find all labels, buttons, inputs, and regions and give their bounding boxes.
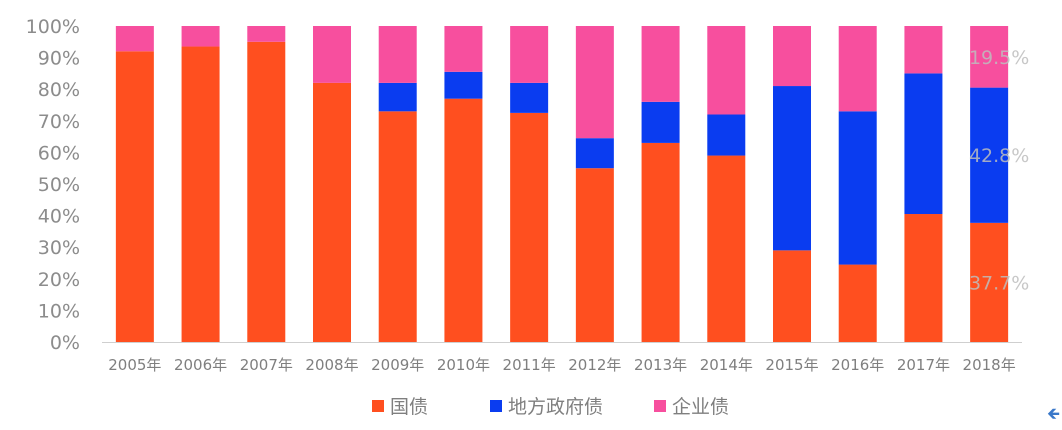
x-tick-label: 2005年 <box>108 356 161 374</box>
y-tick-label: 80% <box>38 79 80 101</box>
bar-segment-1 <box>773 250 811 342</box>
bar-segment-3 <box>773 26 811 87</box>
bar-segment-3 <box>575 26 614 139</box>
legend-swatch <box>490 400 502 412</box>
bar-segment-1 <box>115 51 154 342</box>
x-tick-label: 2012年 <box>568 356 621 374</box>
bar-segment-1 <box>838 264 877 342</box>
bar-segment-3 <box>247 26 286 42</box>
data-label: 42.8% <box>969 145 1029 167</box>
bar-segment-3 <box>313 26 351 83</box>
legend-label: 地方政府债 <box>508 396 603 418</box>
arrow-left-icon[interactable]: 🡸 <box>1047 404 1060 423</box>
bar-segment-2 <box>773 86 811 251</box>
bar-segment-2 <box>378 82 417 112</box>
bar-segment-1 <box>707 155 746 342</box>
y-tick-label: 60% <box>38 142 80 164</box>
x-tick-label: 2013年 <box>634 356 687 374</box>
y-tick-label: 100% <box>26 16 80 38</box>
data-label: 37.7% <box>969 272 1029 294</box>
bar-segment-2 <box>904 73 943 215</box>
bar-segment-3 <box>378 26 417 83</box>
bar-segment-3 <box>510 26 549 83</box>
bar-segment-1 <box>247 41 286 343</box>
legend-label: 企业债 <box>672 396 729 418</box>
bar-segment-3 <box>707 26 746 115</box>
bar-segment-2 <box>575 138 614 169</box>
y-tick-label: 30% <box>38 237 80 259</box>
bar-segment-3 <box>904 26 943 74</box>
x-tick-label: 2006年 <box>174 356 227 374</box>
bar-segment-1 <box>904 214 943 342</box>
bar-segment-1 <box>444 98 483 343</box>
bar-segment-3 <box>970 26 1009 88</box>
legend: 国债 地方政府债 企业债 <box>372 396 729 418</box>
x-tick-label: 2008年 <box>305 356 358 374</box>
data-labels: 19.5% 42.8% 37.7% <box>969 47 1029 295</box>
bar-segment-1 <box>641 142 680 342</box>
bar-segment-2 <box>444 71 483 99</box>
data-label: 19.5% <box>969 47 1029 69</box>
bars <box>115 26 1009 343</box>
legend-swatch <box>372 400 384 412</box>
bar-segment-2 <box>641 101 680 143</box>
y-tick-label: 0% <box>50 332 80 354</box>
legend-swatch <box>654 400 666 412</box>
bar-segment-2 <box>970 87 1009 223</box>
x-tick-label: 2011年 <box>503 356 556 374</box>
x-axis: 2005年 2006年 2007年 2008年 2009年 2010年 2011年 2012年… <box>102 342 1022 374</box>
bar-segment-1 <box>970 222 1009 342</box>
bar-segment-1 <box>313 82 351 342</box>
x-tick-label: 2014年 <box>700 356 753 374</box>
bar-segment-2 <box>510 82 549 113</box>
y-tick-label: 50% <box>38 174 80 196</box>
bar-segment-1 <box>378 111 417 342</box>
y-axis: 0% 10% 20% 30% 40% 50% 60% 70% 80% 90% 100% <box>26 16 80 354</box>
x-tick-label: 2016年 <box>831 356 884 374</box>
y-tick-label: 40% <box>38 206 80 228</box>
x-tick-label: 2009年 <box>371 356 424 374</box>
bar-segment-3 <box>444 26 483 72</box>
bar-segment-3 <box>641 26 680 102</box>
y-tick-label: 90% <box>38 48 80 70</box>
bar-segment-3 <box>181 26 220 47</box>
y-tick-label: 10% <box>38 300 80 322</box>
y-tick-label: 70% <box>38 111 80 133</box>
x-tick-label: 2017年 <box>897 356 950 374</box>
x-tick-label: 2018年 <box>963 356 1016 374</box>
bar-segment-3 <box>115 26 154 52</box>
bar-segment-2 <box>838 111 877 265</box>
bar-segment-1 <box>575 168 614 342</box>
bar-segment-1 <box>510 112 549 343</box>
x-tick-label: 2007年 <box>240 356 293 374</box>
y-tick-label: 20% <box>38 269 80 291</box>
x-tick-label: 2010年 <box>437 356 490 374</box>
bar-segment-3 <box>838 26 877 112</box>
bar-segment-1 <box>181 46 220 342</box>
legend-label: 国债 <box>390 396 428 418</box>
x-tick-label: 2015年 <box>765 356 818 374</box>
bar-segment-2 <box>707 114 746 156</box>
